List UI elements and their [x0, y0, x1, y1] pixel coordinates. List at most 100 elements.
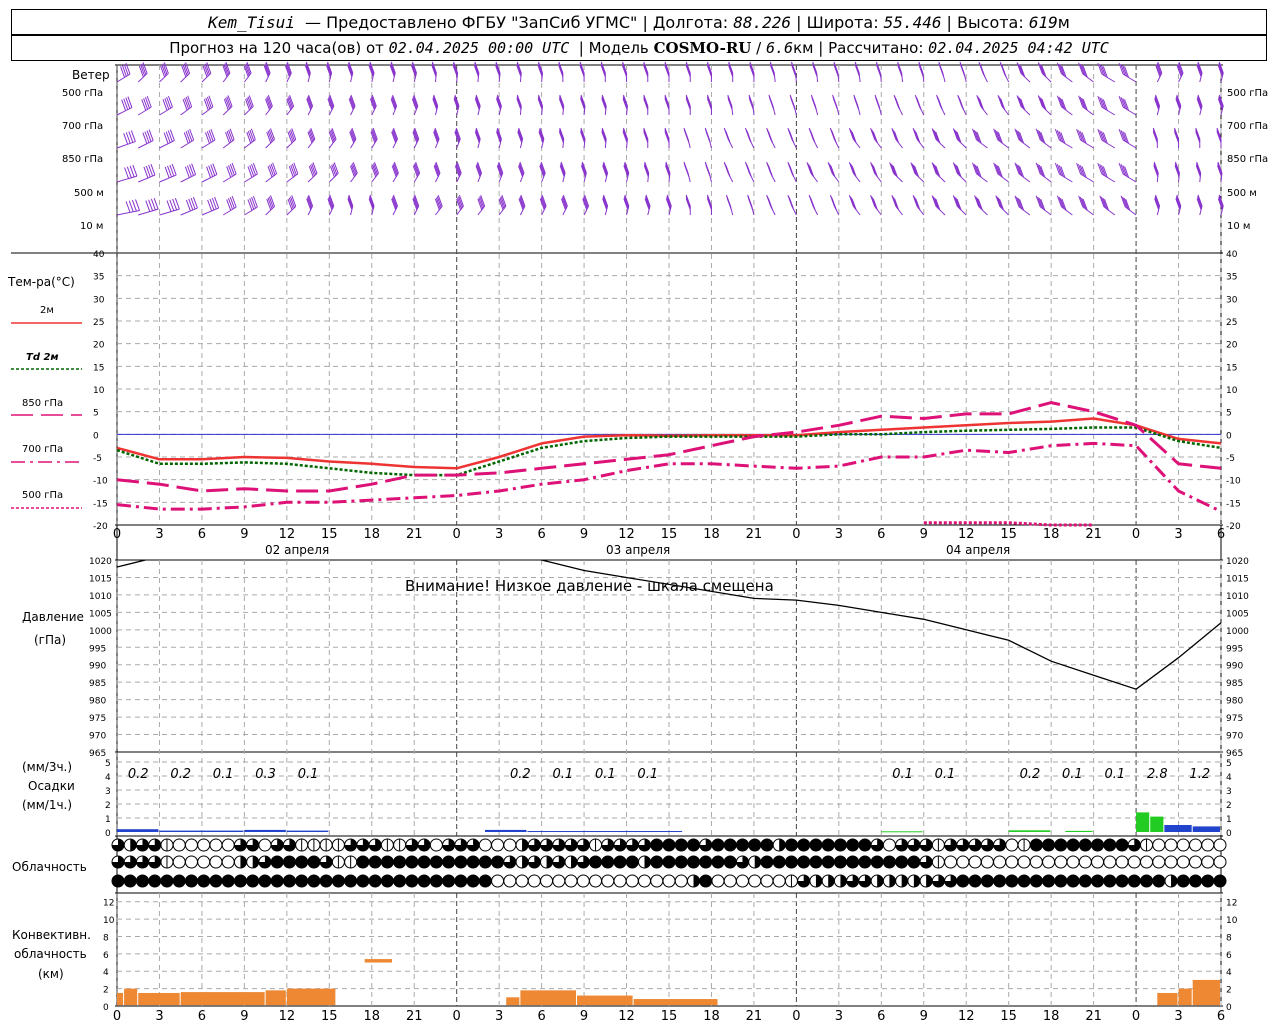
wind-barb-feather — [1218, 64, 1224, 76]
wind-barb — [475, 161, 483, 183]
wind-barb-feather — [132, 164, 138, 177]
wind-barb-feather — [1196, 64, 1202, 76]
x-tick-label-bottom: 3 — [155, 1009, 163, 1024]
wind-barb-staff — [201, 139, 216, 149]
wind-barb-feather — [601, 97, 607, 109]
wind-barb — [369, 94, 377, 116]
precip-bar — [881, 831, 923, 833]
cloud-title: Облачность — [12, 860, 87, 874]
wind-barb — [768, 94, 776, 116]
cloud-symbol-overcast — [172, 874, 186, 888]
wind-barb-staff — [1080, 139, 1094, 149]
wind-barb-feather — [191, 163, 197, 175]
wind-barb-staff — [1220, 72, 1224, 83]
wind-barb-staff — [371, 105, 377, 116]
wind-barb-feather — [1101, 131, 1106, 143]
wind-barb-feather — [142, 62, 148, 74]
wind-barb-feather — [247, 199, 253, 211]
conv-tick-label: 0 — [103, 1003, 109, 1013]
wind-barb — [222, 95, 233, 116]
wind-barb-feather — [559, 96, 565, 108]
wind-barb-staff — [286, 72, 292, 83]
cloud-symbol — [307, 838, 321, 852]
model-label: Модель — [588, 39, 649, 57]
cloud-symbol — [968, 855, 982, 869]
cloud-symbol — [1115, 874, 1129, 888]
temp-tick-label: 40 — [93, 250, 105, 260]
cloud-symbol — [1091, 838, 1105, 852]
cloud-symbol — [368, 874, 382, 888]
wind-barb-feather — [128, 131, 134, 143]
pressure-tick-label: 1010 — [89, 592, 112, 602]
wind-barb-feather — [368, 65, 374, 77]
wind-barb-feather — [541, 196, 546, 208]
wind-barb-staff — [328, 105, 335, 116]
cloud-symbol — [944, 838, 958, 852]
conv-tick-label-right: 0 — [1226, 1003, 1232, 1013]
wind-barb-feather — [622, 127, 628, 140]
wind-barb-feather — [1082, 66, 1088, 78]
x-tick-label: 15 — [1000, 527, 1017, 542]
day-label: 03 апреля — [606, 543, 671, 557]
wind-barb — [995, 195, 1010, 216]
cloud-symbol-outline — [503, 838, 517, 852]
cloud-symbol-overcast — [650, 855, 664, 869]
precip-unit-1h: (мм/1ч.) — [22, 798, 73, 812]
wind-barb-feather — [251, 164, 257, 176]
cloud-symbol-overcast — [1201, 874, 1215, 888]
cloud-symbol — [638, 874, 652, 888]
wind-barb-feather — [894, 198, 900, 211]
wind-barb-feather — [602, 164, 608, 176]
cloud-symbol-mark — [320, 856, 333, 868]
wind-barb-staff — [350, 72, 354, 83]
wind-barb-feather — [327, 198, 333, 210]
wind-barb-feather — [432, 97, 438, 109]
wind-level-label: 700 гПа — [62, 121, 104, 132]
lon-value: 88.226 — [733, 12, 792, 32]
cloud-symbol — [919, 855, 933, 869]
wind-barb-feather — [517, 130, 523, 142]
cloud-symbol-mark — [130, 839, 137, 851]
wind-barb-feather — [372, 127, 378, 140]
wind-barb-feather — [454, 165, 460, 177]
wind-barb — [643, 161, 650, 183]
conv-tick-label: 6 — [103, 951, 109, 961]
wind-barb-feather — [250, 128, 256, 140]
wind-barb-staff — [956, 139, 967, 149]
wind-barb-feather — [1154, 196, 1160, 208]
wind-barb-feather — [851, 198, 857, 211]
wind-barb-feather — [1016, 196, 1021, 209]
cloud-symbol — [1152, 838, 1166, 852]
wind-barb-feather — [1174, 164, 1180, 176]
wind-barb-feather — [371, 129, 377, 141]
wind-barb — [976, 95, 988, 116]
wind-barb-staff — [413, 205, 420, 216]
model-res-unit: км — [793, 39, 814, 57]
wind-barb-staff — [1103, 206, 1116, 216]
cloud-symbol-outline — [882, 838, 896, 852]
wind-barb — [411, 61, 417, 83]
cloud-symbol-outline — [1127, 855, 1141, 869]
wind-barb-feather — [308, 165, 314, 178]
x-tick-label-bottom: 3 — [1174, 1009, 1182, 1024]
cloud-symbol-mark — [528, 839, 541, 852]
wind-barb-feather — [1154, 96, 1160, 108]
cloud-symbol — [650, 855, 664, 869]
wind-barb-feather — [1037, 129, 1043, 142]
wind-barb — [1174, 127, 1180, 148]
wind-barb-feather — [935, 198, 941, 211]
x-tick-label: 15 — [661, 527, 678, 542]
cloud-symbol — [699, 855, 713, 869]
conv-bar — [577, 995, 633, 1006]
wind-barb-feather — [1056, 195, 1062, 207]
cloud-symbol-outline — [1176, 838, 1190, 852]
wind-barb-staff — [201, 174, 218, 183]
wind-barb — [848, 195, 861, 216]
wind-barb-feather — [148, 164, 154, 177]
conv-title-1: Конвективн. — [12, 928, 91, 942]
x-tick-label-bottom: 0 — [1132, 1009, 1140, 1024]
wind-barb — [1097, 162, 1116, 183]
wind-barb-feather — [1217, 198, 1223, 210]
wind-barb-feather — [189, 128, 195, 141]
wind-barb-feather — [975, 196, 981, 208]
